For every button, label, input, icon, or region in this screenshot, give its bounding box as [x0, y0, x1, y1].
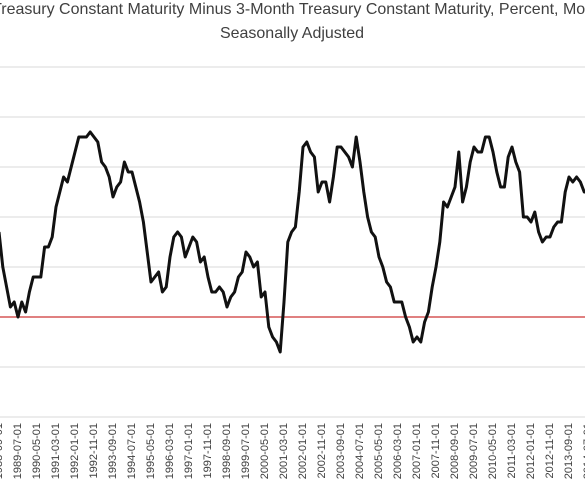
x-tick-label: 1992-11-01 — [88, 423, 100, 478]
x-tick-label: 1993-09-01 — [107, 423, 119, 479]
x-tick-label: 1999-07-01 — [240, 423, 252, 479]
x-tick-label: 1989-07-01 — [12, 423, 24, 479]
chart-title: 10-Year Treasury Constant Maturity Minus… — [0, 1, 585, 18]
x-tick-label: 2003-09-01 — [335, 423, 347, 479]
data-line — [0, 130, 585, 354]
x-tick-label: 2001-03-01 — [278, 423, 290, 479]
x-tick-label: 2009-07-01 — [468, 423, 480, 479]
x-tick-label: 2000-05-01 — [259, 423, 271, 479]
x-tick-label: 2010-05-01 — [487, 423, 499, 479]
x-tick-label: 1991-03-01 — [50, 423, 62, 479]
x-tick-label: 2011-03-01 — [506, 423, 518, 478]
x-tick-label: 2012-11-01 — [544, 423, 556, 478]
x-tick-label: 1990-05-01 — [31, 423, 43, 479]
x-tick-label: 2002-11-01 — [316, 423, 328, 478]
x-tick-label: 2012-01-01 — [525, 423, 537, 479]
x-tick-label: 1994-07-01 — [126, 423, 138, 479]
x-tick-label: 2004-07-01 — [354, 423, 366, 479]
x-tick-label: 1995-05-01 — [145, 423, 157, 479]
x-tick-label: 1997-11-01 — [202, 423, 214, 478]
x-tick-label: 2002-01-01 — [297, 423, 309, 479]
x-tick-label: 1998-09-01 — [221, 423, 233, 479]
x-tick-label: 2005-05-01 — [373, 423, 385, 479]
x-tick-label: 1997-01-01 — [183, 423, 195, 479]
x-tick-label: 2014-07-01 — [582, 423, 585, 479]
chart-title: Seasonally Adjusted — [220, 25, 364, 42]
x-tick-label: 2007-01-01 — [411, 423, 423, 479]
x-tick-label: 2006-03-01 — [392, 423, 404, 479]
x-tick-label: 1996-03-01 — [164, 423, 176, 479]
x-tick-label: 1988-09-01 — [0, 423, 5, 479]
x-tick-label: 2008-09-01 — [449, 423, 461, 479]
x-tick-label: 2013-09-01 — [563, 423, 575, 479]
x-tick-label: 1992-01-01 — [69, 423, 81, 479]
x-tick-label: 2007-11-01 — [430, 423, 442, 478]
